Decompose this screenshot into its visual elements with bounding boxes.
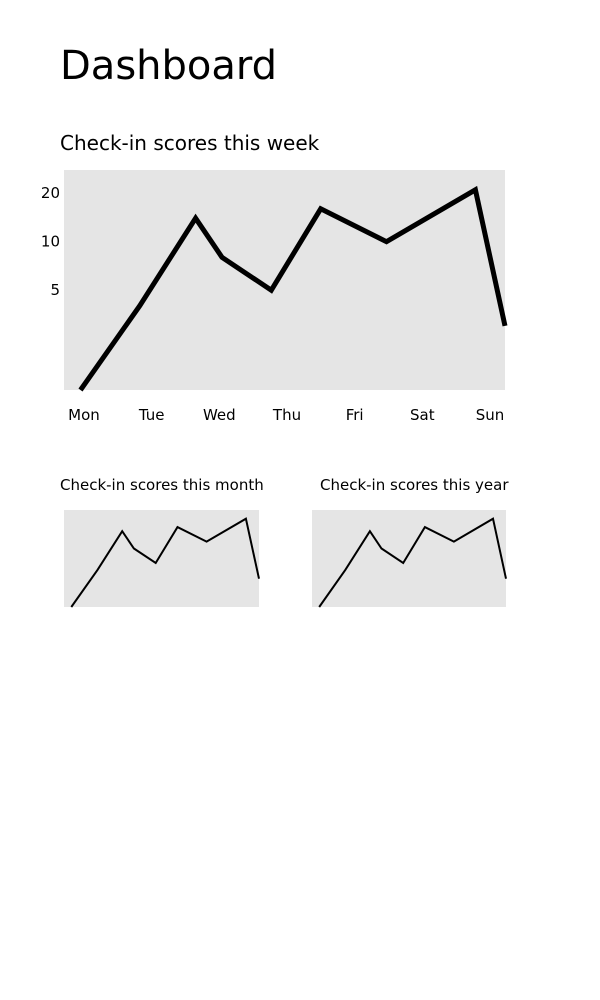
x-tick-label: Mon xyxy=(68,406,100,424)
y-tick-label: 5 xyxy=(50,281,60,299)
x-tick-label: Sun xyxy=(476,406,505,424)
month-chart-title: Check-in scores this month xyxy=(60,476,264,494)
x-tick-label: Wed xyxy=(203,406,236,424)
month-plot-area xyxy=(64,510,259,607)
page-title: Dashboard xyxy=(60,43,278,89)
year-plot-area xyxy=(312,510,506,607)
y-tick-label: 10 xyxy=(41,233,60,251)
week-chart-title: Check-in scores this week xyxy=(60,131,320,155)
y-tick-label: 20 xyxy=(41,184,60,202)
x-tick-label: Sat xyxy=(410,406,435,424)
x-tick-label: Tue xyxy=(138,406,165,424)
week-plot-area xyxy=(64,170,505,390)
x-tick-label: Fri xyxy=(346,406,364,424)
x-tick-label: Thu xyxy=(272,406,301,424)
year-chart-title: Check-in scores this year xyxy=(320,476,509,494)
